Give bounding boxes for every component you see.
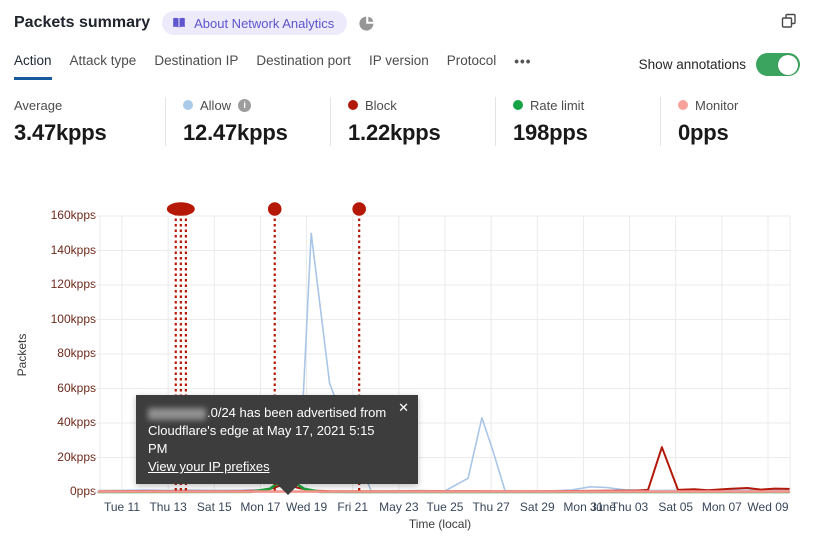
badge-label: About Network Analytics	[194, 15, 335, 31]
y-tick-label: 0pps	[69, 484, 96, 498]
more-tabs-button[interactable]: •••	[514, 54, 532, 69]
book-icon	[173, 17, 185, 28]
stat-value: 198pps	[513, 120, 588, 145]
stat-label: Allow	[200, 97, 232, 113]
x-tick-label: Mon 17	[240, 500, 281, 514]
page-title: Packets summary	[14, 14, 151, 31]
y-tick-label: 20kpps	[57, 449, 96, 464]
about-network-analytics-badge[interactable]: About Network Analytics	[162, 11, 348, 35]
toggle-knob	[778, 54, 798, 75]
tab-destination-ip[interactable]: Destination IP	[154, 53, 239, 68]
x-tick-label: Thu 27	[472, 500, 510, 514]
summary-stats-row: Average 3.47kpps Allow i 12.47kpps Block…	[14, 97, 808, 146]
y-tick-label: 100kpps	[50, 311, 96, 326]
stat-value: 0pps	[678, 120, 729, 145]
x-tick-label: Thu 13	[149, 500, 187, 514]
panel-header: Packets summary About Network Analytics	[14, 11, 802, 35]
x-month-label: June	[589, 500, 617, 514]
x-tick-label: Mon 31	[563, 500, 604, 514]
x-tick-label: Tue 25	[426, 500, 464, 514]
redacted-ip-prefix	[148, 407, 206, 420]
rate-limit-legend-dot	[513, 100, 523, 110]
x-tick-label: Thu 03	[610, 500, 649, 514]
y-tick-label: 140kpps	[50, 242, 96, 257]
x-tick-label: Wed 09	[747, 500, 789, 514]
block-legend-dot	[348, 100, 358, 110]
tooltip-line-1: .0/24 has been advertised from	[148, 404, 392, 422]
show-annotations-toggle[interactable]	[756, 53, 800, 76]
stat-allow: Allow i 12.47kpps	[165, 97, 330, 146]
x-tick-label: Wed 19	[285, 500, 328, 514]
x-tick-label: Fri 21	[337, 500, 369, 514]
show-annotations-label: Show annotations	[638, 57, 746, 72]
y-axis-ticks: 0pps 20kpps 40kpps 60kpps 80kpps 100kpps 120kp…	[0, 185, 96, 505]
pie-chart-icon[interactable]	[359, 15, 375, 31]
tab-destination-port[interactable]: Destination port	[256, 53, 351, 68]
tab-ip-version[interactable]: IP version	[368, 53, 429, 68]
stat-rate-limit: Rate limit 198pps	[495, 97, 660, 146]
tab-action[interactable]: Action	[14, 53, 52, 80]
tooltip-line-2: Cloudflare's edge at May 17, 2021 5:15 P…	[148, 423, 375, 456]
x-axis-title: Time (local)	[408, 517, 472, 531]
x-tick-label: Sat 15	[196, 500, 232, 514]
y-tick-label: 80kpps	[57, 346, 96, 360]
y-tick-label: 60kpps	[57, 380, 96, 395]
y-tick-label: 40kpps	[57, 415, 96, 429]
x-tick-label: Sat 29	[519, 500, 555, 514]
y-tick-label: 120kpps	[50, 277, 96, 291]
packets-chart: Packets 0pps 20kpps 40kpps 60kpps 80kpps 100k…	[0, 185, 816, 545]
info-icon[interactable]: i	[238, 98, 252, 112]
view-ip-prefixes-link[interactable]: View your IP prefixes	[148, 459, 270, 474]
stat-value: 12.47kpps	[183, 120, 288, 145]
x-tick-label: Sat 05	[658, 500, 694, 514]
stat-monitor: Monitor 0pps	[660, 97, 808, 146]
monitor-legend-dot	[678, 100, 688, 110]
popout-window-icon[interactable]	[780, 12, 798, 30]
stat-value: 3.47kpps	[14, 120, 107, 145]
stat-block: Block 1.22kpps	[330, 97, 495, 146]
y-tick-label: 160kpps	[50, 208, 96, 222]
annotation-marker[interactable]	[267, 202, 282, 216]
stat-value: 1.22kpps	[348, 120, 441, 145]
close-icon[interactable]: ✕	[398, 400, 409, 415]
x-tick-label: Mon 07	[701, 500, 742, 514]
annotation-tooltip: ✕ .0/24 has been advertised from Cloudfl…	[136, 395, 418, 495]
stat-label: Monitor	[695, 97, 739, 113]
annotation-marker[interactable]	[166, 202, 195, 216]
allow-legend-dot	[183, 100, 193, 110]
show-annotations-control: Show annotations	[639, 53, 800, 76]
x-tick-label: May 23	[379, 500, 419, 514]
stat-label: Rate limit	[530, 97, 585, 113]
stat-label: Average	[14, 97, 63, 113]
stat-label: Block	[365, 97, 397, 113]
x-tick-label: Tue 11	[103, 500, 141, 514]
chart-tabs: Action Attack type Destination IP Destin…	[14, 53, 800, 80]
annotation-marker[interactable]	[352, 202, 366, 216]
tab-attack-type[interactable]: Attack type	[69, 53, 137, 68]
stat-average: Average 3.47kpps	[14, 97, 165, 146]
tab-protocol[interactable]: Protocol	[446, 53, 497, 68]
